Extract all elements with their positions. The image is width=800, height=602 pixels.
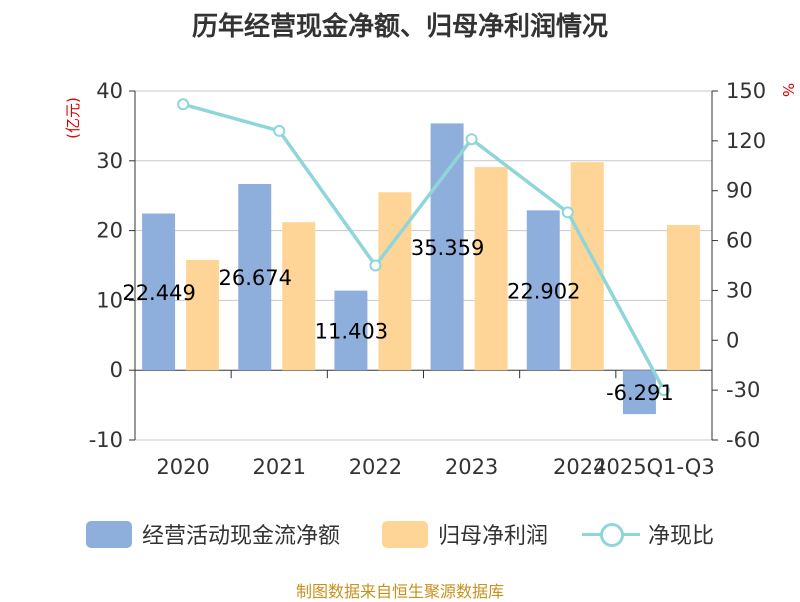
y2-axis-ticks: -60 -30 0 30 60 90 120 150 — [712, 79, 766, 452]
bar-cash — [238, 184, 272, 371]
y-axis-ticks: -10 0 10 20 30 40 — [89, 79, 135, 452]
legend-swatch-cash — [86, 520, 132, 548]
data-label-cash: 22.449 — [122, 281, 195, 305]
y2-tick-label: 60 — [726, 229, 753, 253]
data-label-cash: 35.359 — [411, 236, 484, 260]
y-tick-label: 10 — [96, 288, 123, 312]
ratio-point — [657, 384, 670, 397]
y-tick-label: -10 — [89, 428, 123, 452]
legend-label-profit: 归母净利润 — [438, 524, 549, 549]
data-label-cash: 22.902 — [507, 279, 580, 303]
ratio-point — [177, 98, 190, 111]
y-tick-label: 30 — [96, 149, 123, 173]
legend-line-ratio — [582, 521, 640, 548]
bar-cash — [430, 123, 464, 371]
y2-tick-label: 0 — [726, 328, 739, 352]
data-label-cash: 11.403 — [315, 319, 388, 343]
bar-profit — [378, 192, 412, 371]
chart-title: 历年经营现金净额、归母净利润情况 — [191, 12, 608, 42]
x-tick-label: 2022 — [349, 455, 402, 479]
bar-profit — [666, 225, 700, 371]
legend-label-cash: 经营活动现金流净额 — [142, 524, 341, 549]
axes — [134, 91, 713, 440]
x-tick-label: 2021 — [253, 455, 306, 479]
data-labels: 22.449 26.674 11.403 35.359 22.902 -6.291 — [122, 236, 673, 405]
ratio-line — [177, 98, 670, 397]
bar-cash — [142, 213, 176, 371]
legend-label-ratio: 净现比 — [648, 524, 715, 549]
legend-item-cash[interactable]: 经营活动现金流净额 — [86, 516, 340, 552]
data-label-cash: 26.674 — [219, 266, 292, 290]
y2-tick-label: -60 — [726, 428, 760, 452]
right-axis-unit: % — [779, 83, 797, 97]
bar-profit — [474, 167, 508, 371]
bar-cash — [334, 290, 368, 371]
y2-tick-label: 90 — [726, 179, 753, 203]
y2-tick-label: -30 — [726, 378, 760, 402]
x-tick-label: 2025Q1-Q3 — [593, 455, 715, 479]
x-tick-label: 2023 — [445, 455, 498, 479]
y2-tick-label: 150 — [726, 79, 766, 103]
source-note: 制图数据来自恒生聚源数据库 — [295, 582, 504, 601]
legend-item-profit[interactable]: 归母净利润 — [382, 516, 548, 552]
y2-tick-label: 120 — [726, 129, 766, 153]
y2-tick-label: 30 — [726, 278, 753, 302]
ratio-line-path — [182, 102, 666, 391]
ratio-point — [465, 133, 478, 146]
bar-cash — [526, 210, 560, 371]
bar-profit — [186, 259, 220, 371]
left-axis-unit: (亿元) — [64, 97, 82, 139]
y-tick-label: 0 — [110, 358, 123, 382]
gridlines — [135, 90, 712, 441]
ratio-point — [273, 124, 286, 137]
bar-profit — [282, 222, 316, 371]
bars — [142, 123, 700, 415]
legend-swatch-profit — [382, 520, 428, 548]
legend: 经营活动现金流净额 归母净利润 净现比 — [0, 516, 800, 552]
y-tick-label: 20 — [96, 219, 123, 243]
bar-cash — [622, 370, 656, 415]
x-tick-label: 2020 — [156, 455, 209, 479]
ratio-point — [561, 206, 574, 219]
legend-item-ratio[interactable]: 净现比 — [582, 516, 714, 552]
ratio-point — [369, 259, 382, 272]
x-tick-label: 2024 — [553, 455, 606, 479]
data-label-cash: -6.291 — [606, 381, 674, 405]
y-tick-label: 40 — [96, 79, 123, 103]
